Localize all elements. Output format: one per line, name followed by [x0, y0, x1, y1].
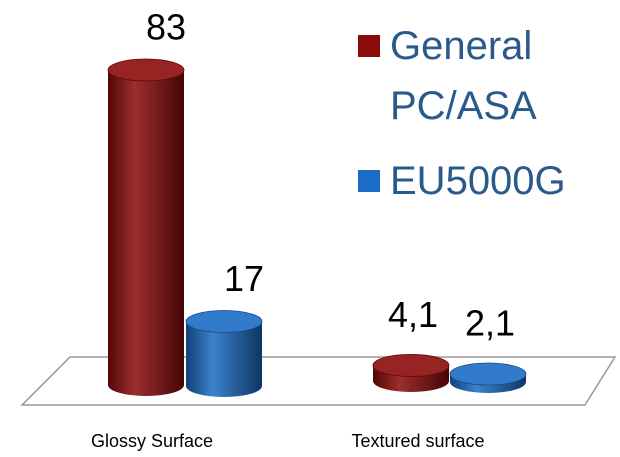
- legend-swatch: [358, 35, 380, 57]
- x-tick-label: Textured surface: [351, 431, 484, 451]
- bar-top: [185, 310, 263, 333]
- data-label: 17: [224, 258, 264, 299]
- bar-top: [372, 354, 450, 377]
- legend-label: General PC/ASA: [390, 24, 537, 128]
- bar-side: [108, 70, 184, 396]
- bar-side: [186, 321, 262, 397]
- bar: [372, 354, 450, 392]
- data-label: 83: [146, 7, 186, 48]
- bar-top: [107, 58, 185, 82]
- legend-swatch: [358, 170, 380, 192]
- x-tick-label: Glossy Surface: [91, 431, 213, 451]
- bar: [107, 58, 185, 396]
- bar-top: [449, 362, 527, 386]
- bar: [185, 310, 263, 397]
- data-label: 2,1: [465, 303, 515, 344]
- data-label: 4,1: [388, 294, 438, 335]
- legend-label: EU5000G: [390, 159, 566, 203]
- bar: [449, 362, 527, 393]
